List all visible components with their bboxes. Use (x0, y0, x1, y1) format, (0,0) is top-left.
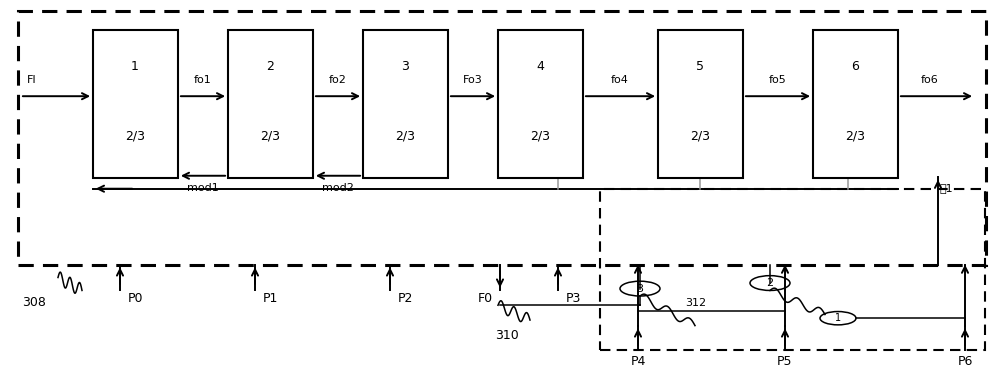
Text: 4: 4 (536, 60, 544, 73)
Text: fo1: fo1 (194, 75, 212, 85)
Text: P5: P5 (777, 355, 793, 368)
Text: 5: 5 (696, 60, 704, 73)
Text: 310: 310 (495, 329, 519, 342)
Text: fo5: fo5 (769, 75, 787, 85)
Text: 2/3: 2/3 (530, 130, 550, 143)
Bar (92, 30, 178, 178)
Bar (812, 30, 898, 178)
Text: 2/3: 2/3 (690, 130, 710, 143)
Text: P3: P3 (566, 292, 581, 305)
Text: 2/3: 2/3 (395, 130, 415, 143)
Text: F0: F0 (478, 292, 493, 305)
Text: fo2: fo2 (329, 75, 347, 85)
Text: P6: P6 (957, 355, 973, 368)
Text: fo6: fo6 (921, 75, 939, 85)
Bar (18, 11, 986, 265)
Bar (600, 189, 985, 350)
Text: Fo3: Fo3 (463, 75, 483, 85)
Text: 308: 308 (22, 296, 46, 309)
Text: P2: P2 (398, 292, 413, 305)
Text: mod1: mod1 (187, 183, 219, 193)
Text: P0: P0 (128, 292, 144, 305)
Bar (498, 30, 582, 178)
Text: 312: 312 (685, 298, 706, 308)
Text: 2/3: 2/3 (845, 130, 865, 143)
Text: FI: FI (27, 75, 37, 85)
Text: 1: 1 (131, 60, 139, 73)
Text: mod2: mod2 (322, 183, 354, 193)
Text: 罡1: 罡1 (940, 183, 954, 193)
Bar (658, 30, 742, 178)
Text: fo4: fo4 (611, 75, 629, 85)
Text: P1: P1 (263, 292, 278, 305)
Text: 2/3: 2/3 (125, 130, 145, 143)
Text: 3: 3 (637, 283, 644, 294)
Text: 2: 2 (266, 60, 274, 73)
Text: 1: 1 (835, 313, 841, 323)
Text: 6: 6 (851, 60, 859, 73)
Text: 2/3: 2/3 (260, 130, 280, 143)
Text: P4: P4 (630, 355, 646, 368)
Bar (363, 30, 448, 178)
Bar (228, 30, 312, 178)
Text: 3: 3 (401, 60, 409, 73)
Text: 2: 2 (766, 278, 774, 288)
